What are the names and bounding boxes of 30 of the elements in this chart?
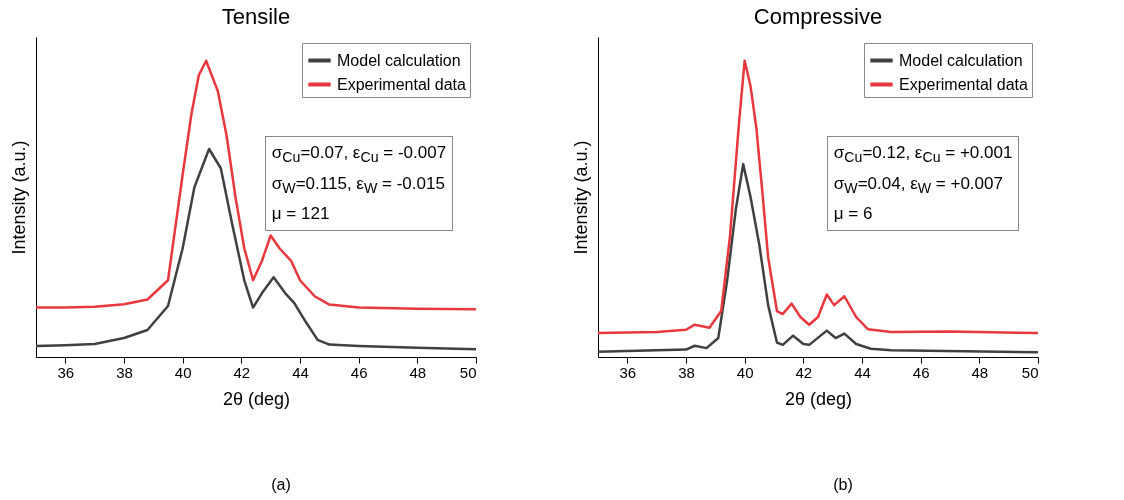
x-tick-label: 42 bbox=[233, 363, 251, 381]
legend-label: Model calculation bbox=[337, 51, 461, 69]
x-tick-label: 46 bbox=[912, 363, 930, 381]
x-axis-title: 2θ (deg) bbox=[222, 388, 291, 409]
x-tick-label: 38 bbox=[678, 363, 695, 381]
x-tick-label: 36 bbox=[57, 363, 75, 381]
x-tick-label: 36 bbox=[619, 363, 637, 381]
legend-label: Model calculation bbox=[899, 51, 1023, 69]
x-tick-label: 48 bbox=[409, 363, 427, 381]
x-tick-label: 46 bbox=[350, 363, 368, 381]
x-tick-label: 42 bbox=[795, 363, 813, 381]
x-tick-label: 44 bbox=[292, 363, 309, 381]
x-tick-label: 50 bbox=[459, 363, 477, 381]
x-tick-label: 40 bbox=[174, 363, 192, 381]
parameter-box: σ$_{Cu}$=0.12, ε$_{Cu}$ = +0.001 σ$_{W}$=0.04, ε$_{W}$ = +0.007 μ = 6 bbox=[826, 136, 1020, 231]
chart-title: Compressive bbox=[753, 4, 883, 29]
legend-label: Experimental data bbox=[337, 75, 467, 93]
x-tick-label: 44 bbox=[854, 363, 871, 381]
y-axis-title: Intensity (a.u.) bbox=[570, 140, 591, 255]
y-axis-title: Intensity (a.u.) bbox=[8, 140, 29, 255]
legend-label: Experimental data bbox=[899, 75, 1029, 93]
x-tick-label: 40 bbox=[736, 363, 754, 381]
x-tick-label: 38 bbox=[116, 363, 133, 381]
x-axis-title: 2θ (deg) bbox=[784, 388, 853, 409]
chart-title: Tensile bbox=[221, 4, 291, 29]
text: (a) bbox=[270, 476, 292, 494]
text: (b) bbox=[832, 476, 854, 494]
x-tick-label: 48 bbox=[971, 363, 989, 381]
parameter-box: σ$_{Cu}$=0.07, ε$_{Cu}$ = -0.007 σ$_{W}$=0.115, ε$_{W}$ = -0.015 μ = 121 bbox=[264, 136, 454, 231]
x-tick-label: 50 bbox=[1021, 363, 1039, 381]
